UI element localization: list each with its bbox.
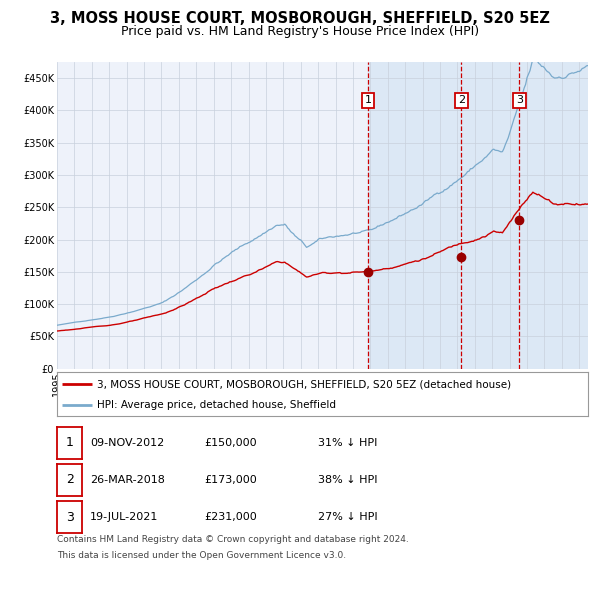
Text: £231,000: £231,000 [204, 512, 257, 522]
Text: 31% ↓ HPI: 31% ↓ HPI [318, 438, 377, 448]
Bar [368, 62, 588, 369]
Text: HPI: Average price, detached house, Sheffield: HPI: Average price, detached house, Shef… [97, 400, 336, 410]
Text: This data is licensed under the Open Government Licence v3.0.: This data is licensed under the Open Gov… [57, 551, 346, 560]
Text: Price paid vs. HM Land Registry's House Price Index (HPI): Price paid vs. HM Land Registry's House … [121, 25, 479, 38]
Text: £173,000: £173,000 [204, 475, 257, 485]
Text: £150,000: £150,000 [204, 438, 257, 448]
Text: 26-MAR-2018: 26-MAR-2018 [90, 475, 165, 485]
Text: Contains HM Land Registry data © Crown copyright and database right 2024.: Contains HM Land Registry data © Crown c… [57, 535, 409, 543]
Text: 09-NOV-2012: 09-NOV-2012 [90, 438, 164, 448]
Text: 27% ↓ HPI: 27% ↓ HPI [318, 512, 377, 522]
Text: 3, MOSS HOUSE COURT, MOSBOROUGH, SHEFFIELD, S20 5EZ (detached house): 3, MOSS HOUSE COURT, MOSBOROUGH, SHEFFIE… [97, 379, 511, 389]
Text: 2: 2 [65, 473, 74, 487]
Text: 3, MOSS HOUSE COURT, MOSBOROUGH, SHEFFIELD, S20 5EZ: 3, MOSS HOUSE COURT, MOSBOROUGH, SHEFFIE… [50, 11, 550, 25]
Text: 1: 1 [364, 96, 371, 105]
Text: 3: 3 [65, 510, 74, 524]
Text: 3: 3 [516, 96, 523, 105]
Text: 38% ↓ HPI: 38% ↓ HPI [318, 475, 377, 485]
Text: 2: 2 [458, 96, 465, 105]
Text: 1: 1 [65, 436, 74, 450]
Text: 19-JUL-2021: 19-JUL-2021 [90, 512, 158, 522]
